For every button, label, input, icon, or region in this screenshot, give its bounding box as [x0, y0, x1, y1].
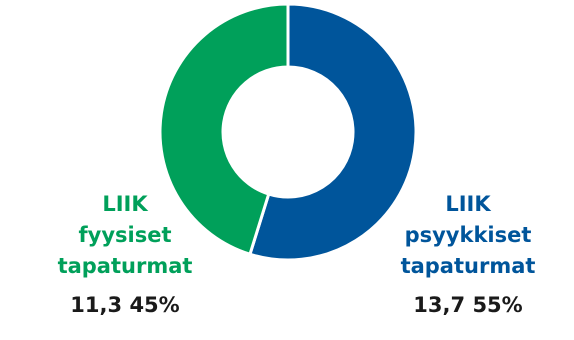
slice-label-fyysiset: LIIK fyysiset tapaturmat 11,3 45%	[35, 189, 215, 321]
slice-percent: 55%	[472, 293, 523, 317]
slice-label-line: tapaturmat	[57, 254, 193, 278]
slice-label-line: LIIK	[445, 192, 491, 216]
donut-slice-0	[248, 2, 418, 262]
slice-percent: 45%	[129, 293, 180, 317]
slice-label-line: LIIK	[102, 192, 148, 216]
slice-value: 13,7	[413, 293, 466, 317]
slice-label-line: psyykkiset	[404, 223, 532, 247]
slice-value-line: 13,7 55%	[378, 290, 558, 321]
slice-label-line: fyysiset	[78, 223, 172, 247]
slice-value: 11,3	[70, 293, 123, 317]
slice-label-psyykkiset: LIIK psyykkiset tapaturmat 13,7 55%	[378, 189, 558, 321]
slice-value-line: 11,3 45%	[35, 290, 215, 321]
donut-slice-1	[158, 2, 290, 257]
slice-label-line: tapaturmat	[400, 254, 536, 278]
donut-slices	[158, 2, 418, 262]
